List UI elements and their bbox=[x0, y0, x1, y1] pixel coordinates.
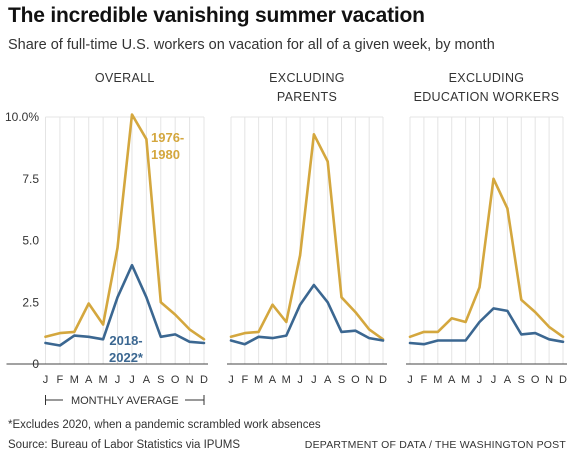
y-tick-label: 10.0% bbox=[5, 110, 39, 124]
series-line-1976-1980 bbox=[408, 177, 565, 339]
y-tick-label: 0 bbox=[32, 357, 39, 371]
panel-title: EXCLUDING bbox=[449, 71, 525, 85]
x-tick-label: M bbox=[70, 374, 79, 386]
x-tick-label: N bbox=[545, 374, 553, 386]
x-tick-label: O bbox=[531, 374, 540, 386]
panel-title: EDUCATION WORKERS bbox=[414, 90, 560, 104]
footnote: *Excludes 2020, when a pandemic scramble… bbox=[8, 419, 321, 431]
series-line-1976-1980 bbox=[229, 133, 385, 341]
x-tick-label: A bbox=[143, 374, 151, 386]
x-tick-label: J bbox=[43, 374, 49, 386]
credit-line: DEPARTMENT OF DATA / THE WASHINGTON POST bbox=[304, 439, 566, 451]
panel-title: OVERALL bbox=[95, 71, 155, 85]
x-tick-label: M bbox=[99, 374, 108, 386]
x-tick-label: A bbox=[324, 374, 332, 386]
series-line-2018-2022 bbox=[44, 263, 206, 347]
x-tick-label: J bbox=[228, 374, 234, 386]
x-tick-label: S bbox=[157, 374, 164, 386]
x-tick-label: A bbox=[448, 374, 456, 386]
series-label-1976-1980: 1980 bbox=[151, 147, 180, 162]
x-tick-label: F bbox=[421, 374, 428, 386]
y-tick-label: 7.5 bbox=[22, 172, 39, 186]
x-tick-label: F bbox=[241, 374, 248, 386]
x-tick-label: M bbox=[282, 374, 291, 386]
series-label-2018-2022: 2022* bbox=[109, 350, 144, 365]
y-tick-label: 2.5 bbox=[22, 295, 39, 309]
y-tick-label: 5.0 bbox=[22, 234, 39, 248]
series-label-1976-1980: 1976- bbox=[151, 130, 184, 145]
x-tick-label: J bbox=[477, 374, 483, 386]
x-tick-label: M bbox=[461, 374, 470, 386]
x-tick-label: J bbox=[311, 374, 317, 386]
panel-title: PARENTS bbox=[277, 90, 337, 104]
x-tick-label: M bbox=[433, 374, 442, 386]
x-tick-label: J bbox=[115, 374, 121, 386]
series-line-2018-2022 bbox=[229, 283, 385, 346]
x-tick-label: A bbox=[85, 374, 93, 386]
x-tick-label: A bbox=[504, 374, 512, 386]
axis-note-monthly-average: MONTHLY AVERAGE bbox=[71, 395, 179, 407]
source-note: Source: Bureau of Labor Statistics via I… bbox=[8, 439, 241, 451]
x-tick-label: S bbox=[518, 374, 525, 386]
x-tick-label: N bbox=[365, 374, 373, 386]
panel-title: EXCLUDING bbox=[269, 71, 345, 85]
chart-title: The incredible vanishing summer vacation bbox=[8, 4, 425, 27]
x-tick-label: S bbox=[338, 374, 345, 386]
series-label-2018-2022: 2018- bbox=[109, 333, 142, 348]
x-tick-label: F bbox=[57, 374, 64, 386]
series-line-2018-2022 bbox=[408, 307, 565, 346]
series-line-1976-1980 bbox=[44, 113, 206, 341]
chart-subtitle: Share of full-time U.S. workers on vacat… bbox=[8, 37, 495, 53]
x-tick-label: J bbox=[297, 374, 303, 386]
x-tick-label: J bbox=[491, 374, 497, 386]
x-tick-label: D bbox=[559, 374, 567, 386]
x-tick-label: D bbox=[200, 374, 208, 386]
x-tick-label: D bbox=[379, 374, 387, 386]
x-tick-label: A bbox=[269, 374, 277, 386]
x-tick-label: O bbox=[351, 374, 360, 386]
x-tick-label: J bbox=[129, 374, 135, 386]
x-tick-label: O bbox=[171, 374, 180, 386]
x-tick-label: M bbox=[254, 374, 263, 386]
x-tick-label: N bbox=[186, 374, 194, 386]
x-tick-label: J bbox=[407, 374, 413, 386]
